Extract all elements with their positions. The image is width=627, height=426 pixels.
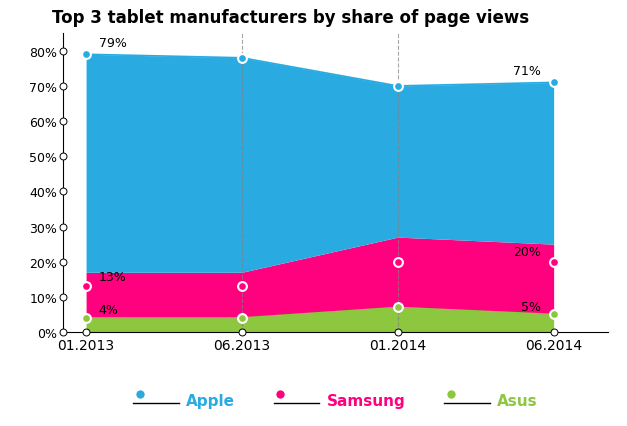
Point <box>237 315 247 322</box>
Text: 20%: 20% <box>514 246 541 259</box>
Text: 5%: 5% <box>521 300 541 313</box>
Point <box>549 80 559 86</box>
Point <box>81 315 91 322</box>
Text: 13%: 13% <box>98 270 126 283</box>
Point <box>81 283 91 290</box>
Text: 4%: 4% <box>98 303 119 317</box>
Point <box>237 55 247 62</box>
Point <box>393 259 403 265</box>
Point <box>237 283 247 290</box>
Text: Top 3 tablet manufacturers by share of page views: Top 3 tablet manufacturers by share of p… <box>52 9 529 27</box>
Point <box>393 304 403 311</box>
Text: 79%: 79% <box>98 37 127 50</box>
Text: 71%: 71% <box>514 65 541 78</box>
Point <box>549 311 559 318</box>
Legend: Apple, Samsung, Asus: Apple, Samsung, Asus <box>127 386 544 414</box>
Point <box>393 83 403 90</box>
Point <box>549 259 559 265</box>
Point <box>81 52 91 58</box>
